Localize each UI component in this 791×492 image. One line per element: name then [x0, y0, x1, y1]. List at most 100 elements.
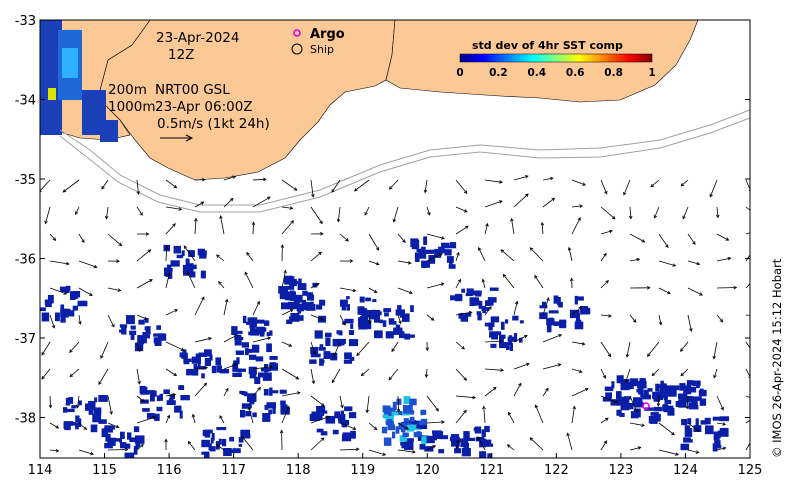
sst-cell: [619, 375, 624, 384]
current-vector: [745, 368, 750, 378]
current-vector-head: [754, 245, 757, 248]
current-vector: [513, 175, 529, 181]
sst-cell: [372, 299, 377, 303]
argo-legend-icon: [293, 29, 301, 37]
current-vector: [337, 206, 341, 222]
current-vector-head: [396, 408, 401, 413]
current-vector: [658, 314, 662, 325]
sst-cell: [357, 306, 365, 315]
sst-cell: [478, 301, 483, 309]
current-vector-head: [289, 206, 294, 210]
sst-cell: [481, 307, 490, 311]
sst-cell: [166, 400, 176, 405]
current-vector: [654, 206, 660, 219]
sst-cell: [625, 382, 634, 390]
current-vector: [455, 440, 459, 451]
sst-cell: [341, 419, 350, 426]
sst-cell: [248, 366, 257, 375]
current-vector: [223, 334, 237, 343]
sst-cell: [712, 443, 718, 452]
sst-cell: [576, 296, 584, 301]
sst-cell: [185, 258, 190, 267]
sw-sst-patch: [40, 20, 118, 142]
sst-cell: [310, 353, 321, 358]
current-vector: [62, 179, 80, 193]
colorbar: std dev of 4hr SST comp 0 0.2 0.4 0.6 0.8 1: [456, 39, 655, 79]
current-vector-head: [41, 375, 45, 380]
current-vector-head: [696, 261, 701, 266]
current-vector-head: [352, 288, 357, 293]
y-tick-label: -33: [15, 14, 36, 29]
sst-cell: [435, 431, 444, 439]
current-vector: [629, 447, 641, 451]
sst-cell: [98, 419, 107, 424]
sst-cell: [675, 401, 684, 407]
sst-cell: [45, 301, 52, 308]
current-vector-head: [288, 343, 293, 347]
current-vector-head: [164, 438, 168, 443]
current-vector-head: [267, 336, 272, 340]
current-vector: [281, 406, 290, 424]
current-vector-head: [203, 382, 208, 387]
sst-cell: [152, 390, 157, 397]
current-vector-head: [216, 254, 220, 258]
current-vector: [658, 260, 676, 267]
sst-cell: [65, 397, 71, 406]
current-vector: [69, 368, 80, 377]
current-vector: [687, 422, 700, 432]
current-vector: [310, 179, 314, 197]
current-vector-head: [342, 321, 346, 326]
sst-cell: [496, 331, 502, 336]
current-vector-head: [93, 264, 98, 269]
current-vector: [41, 341, 51, 356]
colorbar-tick-label: 0: [456, 67, 463, 79]
current-vector-head: [468, 310, 473, 315]
current-vector-head: [147, 249, 152, 253]
current-vector: [455, 311, 472, 316]
current-vector-head: [69, 349, 73, 354]
sst-cell: [569, 309, 580, 319]
current-vector-head: [637, 446, 642, 450]
current-vector-head: [579, 204, 584, 208]
sst-cell: [145, 326, 151, 335]
current-vector-head: [604, 190, 608, 195]
sst-cell: [406, 438, 414, 442]
current-vector: [183, 245, 196, 262]
sst-cell: [512, 315, 519, 321]
sst-cell: [630, 411, 639, 419]
current-vector: [713, 368, 718, 378]
current-vector-head: [89, 292, 93, 296]
sst-cell: [678, 393, 688, 400]
current-vector: [571, 217, 581, 235]
current-vector: [136, 368, 140, 384]
sst-cell: [266, 332, 271, 337]
current-vector-head: [373, 289, 378, 293]
sst-cell: [620, 382, 630, 391]
sst-cell: [281, 302, 289, 310]
sst-cell: [286, 319, 293, 324]
sst-cell: [68, 397, 74, 404]
current-vector: [680, 368, 689, 376]
current-vector-head: [647, 286, 651, 290]
current-vector-head: [423, 189, 428, 194]
sst-cell: [314, 413, 323, 421]
current-vector-head: [137, 380, 141, 385]
sst-cell: [279, 291, 288, 300]
sst-cell: [670, 385, 680, 391]
sst-cell: [499, 344, 509, 349]
current-vector-head: [247, 406, 252, 411]
sst-cell: [348, 339, 359, 347]
sst-cell: [519, 320, 524, 324]
current-vector-head: [402, 239, 406, 243]
sst-cell: [180, 395, 190, 401]
current-vector-head: [388, 186, 393, 190]
sst-cell: [319, 299, 326, 306]
current-vector-head: [267, 196, 271, 200]
sst-cell: [156, 395, 161, 402]
current-vector-head: [752, 435, 755, 438]
sst-cell: [461, 448, 471, 457]
sst-cell: [346, 296, 350, 300]
current-vector: [310, 437, 325, 451]
sst-cell: [101, 428, 109, 438]
sst-cell: [340, 299, 348, 307]
